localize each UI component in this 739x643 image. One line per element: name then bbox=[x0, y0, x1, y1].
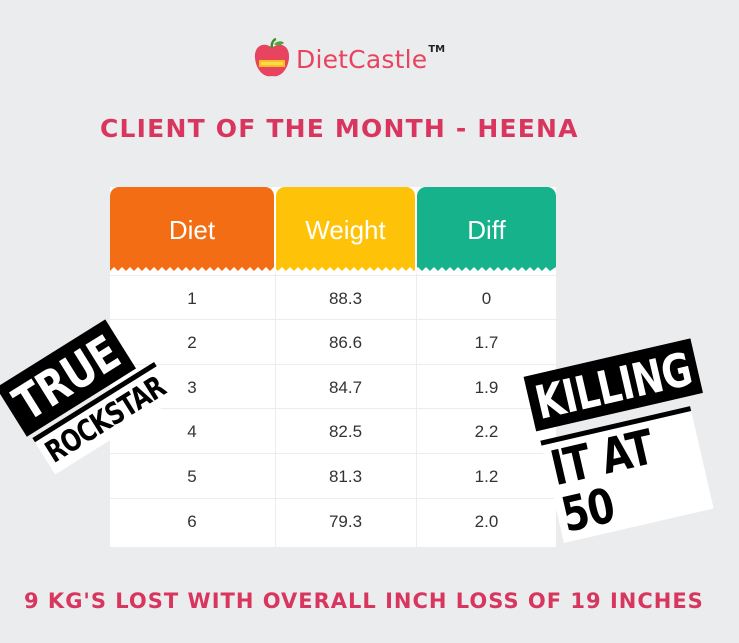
cell-diff: 2.0 bbox=[474, 511, 499, 531]
progress-table: Diet Weight Diff 1 88.3 0 2 86.6 1.7 3 8… bbox=[110, 187, 556, 547]
summary-text: 9 KG'S LOST WITH OVERALL INCH LOSS OF 19… bbox=[24, 589, 704, 613]
cell-diff: 0 bbox=[481, 288, 492, 308]
column-header-diff: Diff bbox=[417, 187, 556, 273]
table-row: 3 84.7 1.9 bbox=[110, 364, 556, 410]
cell-weight: 88.3 bbox=[328, 288, 363, 308]
table-row: 1 88.3 0 bbox=[110, 275, 556, 321]
cell-diet: 6 bbox=[187, 511, 197, 531]
cell-weight: 86.6 bbox=[328, 332, 363, 352]
cell-diff: 1.9 bbox=[474, 377, 499, 397]
brand-logo: DietCastle TM bbox=[252, 38, 445, 80]
table-row: 5 81.3 1.2 bbox=[110, 453, 556, 499]
column-header-diet: Diet bbox=[110, 187, 274, 273]
cell-weight: 82.5 bbox=[328, 421, 363, 441]
cell-weight: 84.7 bbox=[328, 377, 363, 397]
cell-weight: 81.3 bbox=[328, 466, 363, 486]
cell-diet: 3 bbox=[187, 377, 197, 397]
trademark: TM bbox=[428, 43, 446, 55]
column-divider bbox=[275, 273, 276, 547]
cell-diet: 4 bbox=[187, 421, 197, 441]
table-row: 4 82.5 2.2 bbox=[110, 408, 556, 454]
cell-weight: 79.3 bbox=[328, 511, 363, 531]
cell-diet: 1 bbox=[187, 288, 197, 308]
column-divider bbox=[416, 273, 417, 547]
cell-diff: 1.2 bbox=[474, 466, 499, 486]
column-header-weight: Weight bbox=[276, 187, 415, 273]
header-zigzag-edge bbox=[110, 267, 556, 275]
apple-scale-icon bbox=[254, 38, 290, 77]
cell-diet: 2 bbox=[187, 332, 197, 352]
table-row: 6 79.3 2.0 bbox=[110, 498, 556, 544]
brand-name: DietCastle bbox=[296, 44, 428, 74]
cell-diet: 5 bbox=[187, 466, 197, 486]
cell-diff: 2.2 bbox=[474, 421, 499, 441]
sticker-it-at-50-text: IT AT 50 bbox=[540, 406, 714, 544]
table-row: 2 86.6 1.7 bbox=[110, 319, 556, 365]
page-title: CLIENT OF THE MONTH - HEENA bbox=[100, 114, 579, 143]
cell-diff: 1.7 bbox=[474, 332, 499, 352]
